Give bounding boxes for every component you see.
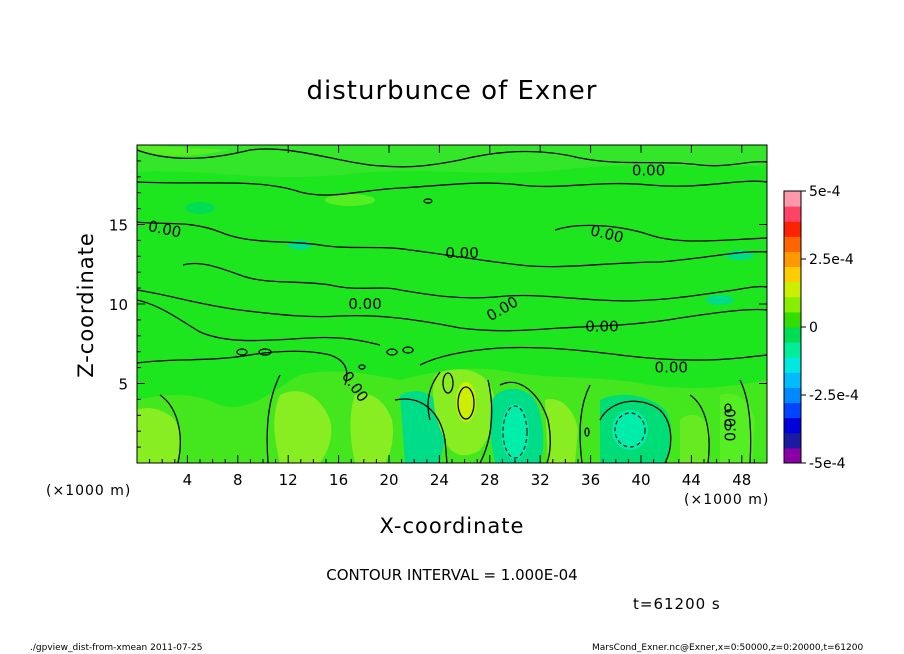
x-tick-label: 40 bbox=[631, 471, 650, 489]
x-tick-label: 8 bbox=[233, 471, 243, 489]
footer-data-source: MarsCond_Exner.nc@Exner,x=0:50000,z=0:20… bbox=[592, 643, 864, 653]
colorbar-swatch bbox=[784, 402, 801, 419]
colorbar-swatch bbox=[784, 311, 801, 328]
colorbar-swatch bbox=[784, 342, 801, 358]
x-axis-unit: (×1000 m) bbox=[684, 492, 770, 508]
x-tick-label: 24 bbox=[430, 471, 449, 489]
y-tick-label: 10 bbox=[109, 296, 128, 314]
shaded-field bbox=[137, 145, 767, 463]
colorbar-swatch bbox=[784, 266, 801, 283]
colorbar-swatch bbox=[784, 206, 801, 222]
contour-label: 0.00 bbox=[585, 317, 618, 335]
colorbar-tick-label: -2.5e-4 bbox=[809, 388, 859, 404]
contour-label: 0.00 bbox=[655, 359, 688, 377]
colorbar-swatch bbox=[784, 432, 801, 449]
y-tick-label: 5 bbox=[118, 376, 128, 394]
colorbar-swatch bbox=[784, 191, 801, 207]
colorbar-swatch bbox=[784, 296, 801, 313]
x-tick-label: 32 bbox=[531, 471, 550, 489]
x-tick-label: 44 bbox=[682, 471, 701, 489]
contour-lines bbox=[137, 148, 767, 463]
x-axis-title: X-coordinate bbox=[379, 514, 525, 538]
contour-label: 0.00 bbox=[721, 408, 739, 441]
colorbar-tick-label: 2.5e-4 bbox=[809, 252, 854, 268]
colorbar-swatch bbox=[784, 357, 801, 373]
colorbar: 5e-4 2.5e-4 0 -2.5e-4 -5e-4 bbox=[783, 184, 859, 472]
footer-script-info: ./gpview_dist-from-xmean 2011-07-25 bbox=[30, 643, 203, 653]
colorbar-tick-label: -5e-4 bbox=[809, 456, 846, 472]
colorbar-swatch bbox=[784, 251, 801, 268]
colorbar-swatch bbox=[784, 417, 801, 434]
colorbar-swatch bbox=[784, 372, 801, 388]
y-tick-label: 15 bbox=[109, 217, 128, 235]
x-tick-label: 36 bbox=[581, 471, 600, 489]
x-tick-label: 12 bbox=[279, 471, 298, 489]
x-tick-label: 48 bbox=[732, 471, 751, 489]
chart-title: disturbunce of Exner bbox=[306, 76, 598, 106]
y-axis-unit: (×1000 m) bbox=[46, 483, 132, 499]
y-axis: 5 10 15 bbox=[109, 160, 767, 448]
contour-label: 0.00 bbox=[632, 161, 665, 179]
contour-label: 0.00 bbox=[348, 295, 381, 313]
x-tick-label: 28 bbox=[480, 471, 499, 489]
contour-interval-label: CONTOUR INTERVAL = 1.000E-04 bbox=[326, 566, 578, 584]
x-tick-label: 20 bbox=[379, 471, 398, 489]
colorbar-swatch bbox=[784, 281, 801, 298]
time-label: t=61200 s bbox=[633, 595, 721, 613]
contour-label: 0.00 bbox=[445, 244, 478, 262]
x-axis: 4 8 12 16 20 24 28 32 36 40 44 48 bbox=[149, 145, 755, 489]
x-tick-label: 16 bbox=[329, 471, 348, 489]
colorbar-swatch bbox=[784, 327, 801, 343]
colorbar-swatch bbox=[784, 447, 801, 464]
colorbar-swatch bbox=[784, 387, 801, 404]
colorbar-swatch bbox=[784, 236, 801, 252]
colorbar-swatch bbox=[784, 221, 801, 237]
negative-contours bbox=[502, 405, 646, 459]
y-axis-title: Z-coordinate bbox=[74, 232, 98, 378]
x-tick-label: 4 bbox=[183, 471, 193, 489]
colorbar-tick-label: 5e-4 bbox=[809, 184, 841, 200]
colorbar-tick-label: 0 bbox=[809, 320, 818, 336]
